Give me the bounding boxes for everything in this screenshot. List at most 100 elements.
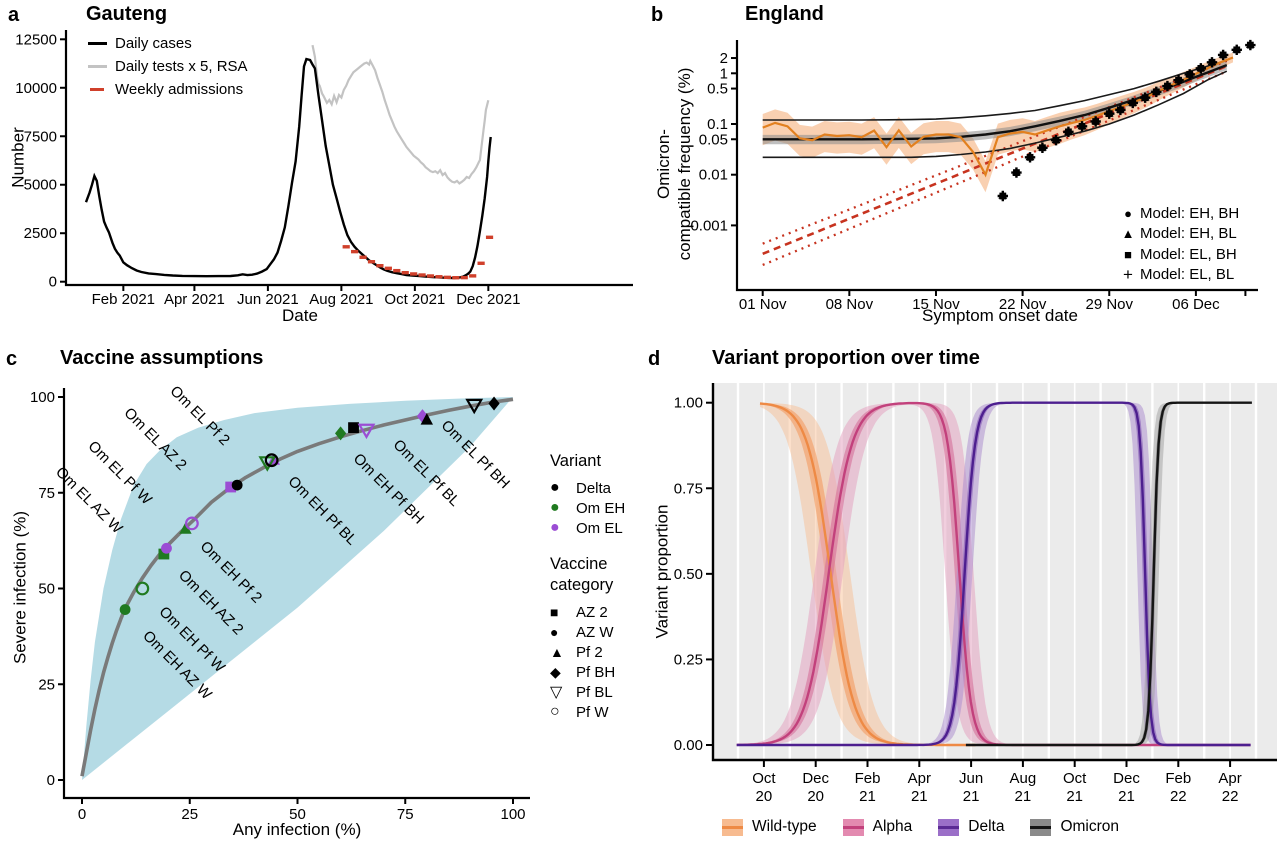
x-tick-label: Feb 2021 bbox=[92, 291, 155, 308]
delta-line bbox=[736, 401, 1251, 747]
legend-item: Daily cases bbox=[88, 34, 248, 52]
legend-ribbon-swatch bbox=[722, 818, 743, 836]
marker-om-el-az-2 bbox=[225, 481, 237, 493]
legend-marker-glyph: ▲ bbox=[550, 644, 564, 660]
variant-legend-items: ● Delta ● Om EH ● Om EL bbox=[550, 478, 640, 538]
panel-b-letter: b bbox=[651, 4, 664, 26]
model-point-cluster bbox=[1104, 108, 1115, 119]
marker-om-el-pf-bl bbox=[357, 423, 376, 440]
legend-ribbon-swatch bbox=[938, 818, 960, 836]
panel-c-legend: Variant ● Delta ● Om EH ● Om EL Vaccine categ… bbox=[550, 451, 640, 722]
y-tick-label: 0.01 bbox=[699, 167, 728, 184]
y-tick-label: 0 bbox=[47, 772, 55, 789]
y-tick-label: 0 bbox=[49, 274, 57, 291]
legend-item-label: Model: EL, BH bbox=[1140, 245, 1237, 263]
legend-item-label: Delta bbox=[968, 818, 1005, 835]
y-tick-label: 50 bbox=[38, 581, 55, 598]
legend-item-label: Om EL bbox=[576, 519, 623, 537]
panel-a-letter: a bbox=[8, 4, 20, 26]
x-tick-month: Feb bbox=[855, 770, 881, 787]
x-tick-month: Jun bbox=[959, 770, 983, 787]
legend-item: ■ AZ 2 bbox=[550, 602, 640, 622]
legend-marker-glyph: ○ bbox=[550, 703, 560, 720]
panel-d-letter: d bbox=[648, 348, 661, 370]
model-point-cluster bbox=[1195, 63, 1207, 74]
legend-item-label: Daily tests x 5, RSA bbox=[115, 57, 248, 75]
x-tick-year: 21 bbox=[911, 788, 928, 805]
legend-item-label: Delta bbox=[576, 479, 612, 497]
marker-om-eh-az-w bbox=[119, 604, 131, 615]
panel-d-title: Variant proportion over time bbox=[712, 347, 980, 369]
legend-item-label: Wild-type bbox=[752, 818, 817, 835]
legend-marker-glyph: ● bbox=[1124, 205, 1132, 221]
legend-line-swatch bbox=[88, 64, 107, 68]
y-tick-label: 0.25 bbox=[674, 651, 703, 668]
x-tick-label: Dec 2021 bbox=[456, 291, 520, 308]
x-tick-month: Feb bbox=[1165, 770, 1191, 787]
variant-legend-title: Variant bbox=[550, 452, 602, 470]
model-point-cluster bbox=[1076, 121, 1088, 132]
x-tick-label: 22 Nov bbox=[999, 296, 1047, 313]
y-tick-label: 1.00 bbox=[674, 395, 703, 412]
model-point-cluster bbox=[997, 190, 1009, 202]
y-tick-label: 75 bbox=[38, 485, 55, 502]
model-center-line bbox=[762, 63, 1228, 141]
legend-item: ● AZ W bbox=[550, 622, 640, 642]
y-tick-label: 0.50 bbox=[674, 566, 703, 583]
legend-item: ■ Model: EL, BH bbox=[1116, 244, 1239, 265]
x-tick-label: Apr 2021 bbox=[164, 291, 225, 308]
marker-delta-pf-bl bbox=[465, 398, 484, 415]
legend-item-label: AZ 2 bbox=[576, 603, 608, 621]
legend-item-label: AZ W bbox=[576, 623, 614, 641]
y-tick-label: 0.001 bbox=[690, 217, 728, 234]
x-tick-label: Jun 2021 bbox=[237, 291, 299, 308]
legend-marker-glyph: ◆ bbox=[550, 663, 561, 680]
x-tick-month: Dec bbox=[1113, 770, 1140, 787]
legend-item-label: Alpha bbox=[872, 818, 913, 835]
legend-marker-glyph: ● bbox=[550, 624, 559, 640]
model-point-cluster bbox=[1127, 97, 1138, 109]
legend-item: ● Delta bbox=[550, 478, 640, 498]
legend-item: Delta bbox=[938, 818, 1004, 836]
model-point-cluster bbox=[1011, 167, 1022, 178]
legend-item-label: Model: EH, BL bbox=[1140, 225, 1237, 243]
marker-om-eh-pf-bh bbox=[335, 426, 347, 441]
y-tick-label: 1 bbox=[720, 65, 728, 82]
legend-item: Alpha bbox=[842, 818, 913, 836]
x-tick-year: 20 bbox=[756, 788, 773, 805]
legend-marker-glyph: ■ bbox=[550, 604, 559, 620]
legend-item: ◆ Pf BH bbox=[550, 662, 640, 682]
x-tick-month: Apr bbox=[908, 770, 931, 787]
marker-delta-pf-w bbox=[264, 453, 279, 468]
marker-delta-pf-bh bbox=[488, 396, 500, 411]
marker-om-eh-az-2 bbox=[158, 548, 170, 560]
panel-c-x-axis-title: Any infection (%) bbox=[232, 820, 362, 839]
y-tick-label: 5000 bbox=[24, 177, 57, 194]
model-point-cluster bbox=[1050, 134, 1062, 146]
wild-type-inner-ribbon bbox=[760, 403, 976, 745]
y-tick-label: 25 bbox=[38, 676, 55, 693]
panel-b-title: England bbox=[745, 3, 824, 25]
legend-item: ● Om EL bbox=[550, 518, 640, 538]
legend-item-label: Pf W bbox=[576, 703, 609, 721]
legend-item: ● Om EH bbox=[550, 498, 640, 518]
legend-ribbon-swatch bbox=[842, 818, 864, 836]
legend-marker-glyph: ● bbox=[550, 479, 560, 496]
legend-item: Wild-type bbox=[722, 818, 817, 836]
x-tick-year: 21 bbox=[1015, 788, 1032, 805]
delta-outer-ribbon bbox=[736, 402, 1251, 745]
y-tick-label: 2500 bbox=[24, 225, 57, 242]
legend-marker-glyph: ▲ bbox=[1121, 226, 1135, 242]
x-tick-label: Oct 2021 bbox=[384, 291, 445, 308]
y-tick-label: 0.75 bbox=[674, 480, 703, 497]
legend-item-label: Daily cases bbox=[115, 34, 192, 52]
y-tick-label: 7500 bbox=[24, 128, 57, 145]
x-tick-label: 01 Nov bbox=[739, 296, 787, 313]
y-tick-label: 0.5 bbox=[707, 81, 728, 98]
legend-line-swatch bbox=[88, 41, 107, 45]
panel-b-plot: 210.5 0.10.05 0.01 0.001 01 Nov 08 Nov 15 Nov 2… bbox=[690, 39, 1258, 313]
legend-item-label: Pf BH bbox=[576, 663, 616, 681]
y-tick-label: 0.05 bbox=[699, 131, 728, 148]
